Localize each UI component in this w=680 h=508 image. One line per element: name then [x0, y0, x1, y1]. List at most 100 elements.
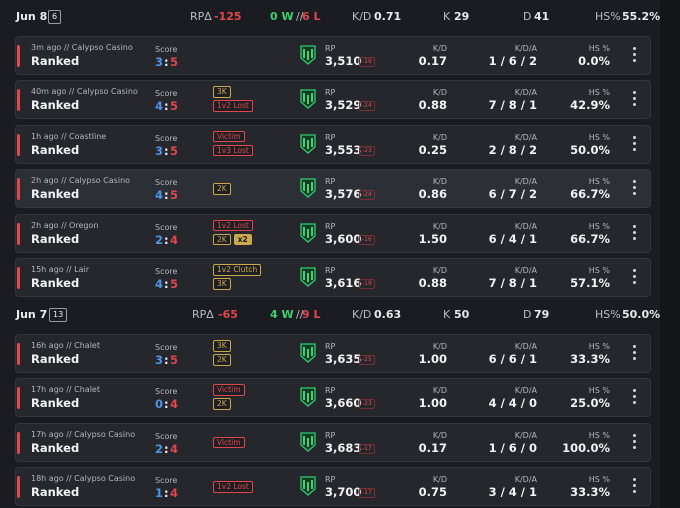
kd-label: K/D [432, 386, 447, 396]
more-options[interactable] [633, 478, 637, 496]
match-badge: 3K [213, 278, 231, 290]
rank-icon [300, 343, 316, 363]
hs-label: HS % [588, 266, 610, 275]
more-options[interactable] [633, 345, 637, 363]
match-row[interactable]: 18h ago // Calypso Casino Ranked Score 1:4 1… [15, 467, 651, 507]
rank-icon [300, 134, 316, 154]
match-row[interactable]: 17h ago // Calypso Casino Ranked Score 2:4 V… [15, 422, 651, 462]
rank-emblem [303, 226, 313, 238]
kd-value: 0.86 [418, 187, 447, 202]
kda-label: K/D/A [514, 44, 537, 53]
match-row[interactable]: 2h ago // Oregon Ranked Score 2:4 1v2 Lost 2K… [15, 213, 651, 253]
more-options[interactable] [633, 135, 637, 154]
rp-delta: -17 [359, 443, 375, 454]
result-accent [17, 476, 20, 499]
rp-delta: -19 [359, 57, 375, 67]
kda-value: 1 / 6 / 2 [488, 54, 537, 68]
rank-emblem [303, 49, 313, 60]
rp-value: 3,616 [325, 276, 362, 290]
result-accent [17, 267, 20, 289]
rp-value: 3,529 [325, 98, 362, 113]
deaths-value: 41 [534, 10, 550, 23]
more-options[interactable] [633, 180, 637, 198]
dot [633, 103, 636, 107]
score-opp: 5 [170, 143, 179, 158]
rp-label: RPΔ [192, 308, 214, 321]
match-mode: Ranked [31, 352, 80, 366]
rank-emblem [303, 271, 313, 282]
score-colon: : [164, 99, 169, 114]
kd-value: 0.17 [418, 440, 447, 455]
kda-value: 6 / 4 / 1 [488, 231, 537, 246]
hs-value: 33.3% [570, 352, 610, 366]
dot [633, 439, 636, 443]
dot [633, 478, 636, 482]
more-options[interactable] [633, 224, 637, 243]
result-accent [17, 178, 20, 201]
dot [633, 236, 636, 240]
result-accent [17, 45, 20, 67]
rp-label: RP [325, 88, 336, 98]
hs-label: HS % [588, 44, 610, 53]
rp-delta: -25 [359, 355, 375, 365]
kills-label: K [443, 308, 451, 321]
match-row[interactable]: 17h ago // Chalet Ranked Score 0:4 Victim 2K R… [15, 378, 651, 418]
kd-label: K/D [432, 430, 447, 440]
match-time-map: 2h ago // Calypso Casino [31, 176, 131, 186]
kd-value: 1.00 [418, 396, 447, 411]
match-badge: 2K [213, 354, 231, 366]
score-opp: 5 [170, 353, 179, 367]
dot [633, 230, 636, 234]
more-options[interactable] [633, 269, 637, 287]
dot [633, 351, 636, 354]
kills-label: K [443, 10, 451, 23]
rp-value: 3,576 [325, 187, 362, 202]
dot [633, 433, 636, 437]
hs-label: HS% [595, 10, 621, 23]
match-row[interactable]: 3m ago // Calypso Casino Ranked Score 3:5 RP… [15, 36, 651, 75]
match-row[interactable]: 1h ago // Coastline Ranked Score 3:5 Victim 1… [15, 124, 651, 164]
dot [633, 395, 636, 399]
result-accent [17, 387, 20, 410]
kd-value: 0.75 [418, 485, 447, 500]
deaths-label: D [523, 308, 532, 321]
kda-value: 7 / 8 / 1 [488, 98, 537, 113]
more-options[interactable] [633, 389, 637, 407]
kda-value: 3 / 4 / 1 [488, 485, 537, 500]
score-label: Score [155, 133, 178, 143]
more-options[interactable] [633, 91, 637, 109]
match-time-map: 18h ago // Calypso Casino [31, 474, 136, 484]
match-badge: 1v2 Lost [213, 219, 253, 232]
score-colon: : [164, 277, 169, 291]
score-colon: : [164, 232, 169, 247]
match-row[interactable]: 15h ago // Lair Ranked Score 4:5 1v2 Clutch 3… [15, 258, 651, 297]
match-row[interactable]: 2h ago // Calypso Casino Ranked Score 4:5 2K… [15, 169, 651, 209]
hs-label: HS % [588, 88, 610, 98]
rank-emblem [303, 93, 313, 105]
score-label: Score [155, 267, 178, 276]
score-label: Score [155, 222, 178, 232]
rank-icon [300, 222, 316, 243]
dot [633, 59, 636, 62]
score-opp: 4 [170, 397, 179, 412]
dot [633, 147, 636, 151]
more-options[interactable] [633, 47, 637, 65]
score-colon: : [164, 353, 169, 367]
rp-value: 3,510 [325, 54, 362, 68]
match-time-map: 16h ago // Chalet [31, 341, 100, 350]
rp-delta: -23 [359, 145, 375, 156]
match-row[interactable]: 16h ago // Chalet Ranked Score 3:5 3K 2K RP 3,6… [15, 334, 651, 373]
result-accent [17, 133, 20, 156]
day-count: 6 [48, 10, 62, 24]
rp-label: RP [325, 221, 336, 231]
match-row[interactable]: 40m ago // Calypso Casino Ranked Score 4:5 3… [15, 80, 651, 120]
dot [633, 275, 636, 278]
rp-label: RP [325, 342, 336, 351]
rp-label: RP [325, 266, 336, 275]
hs-value: 42.9% [570, 98, 610, 113]
score-colon: : [164, 397, 169, 412]
dot [633, 357, 636, 360]
score-colon: : [164, 486, 169, 501]
more-options[interactable] [633, 433, 637, 452]
result-accent [17, 89, 20, 112]
